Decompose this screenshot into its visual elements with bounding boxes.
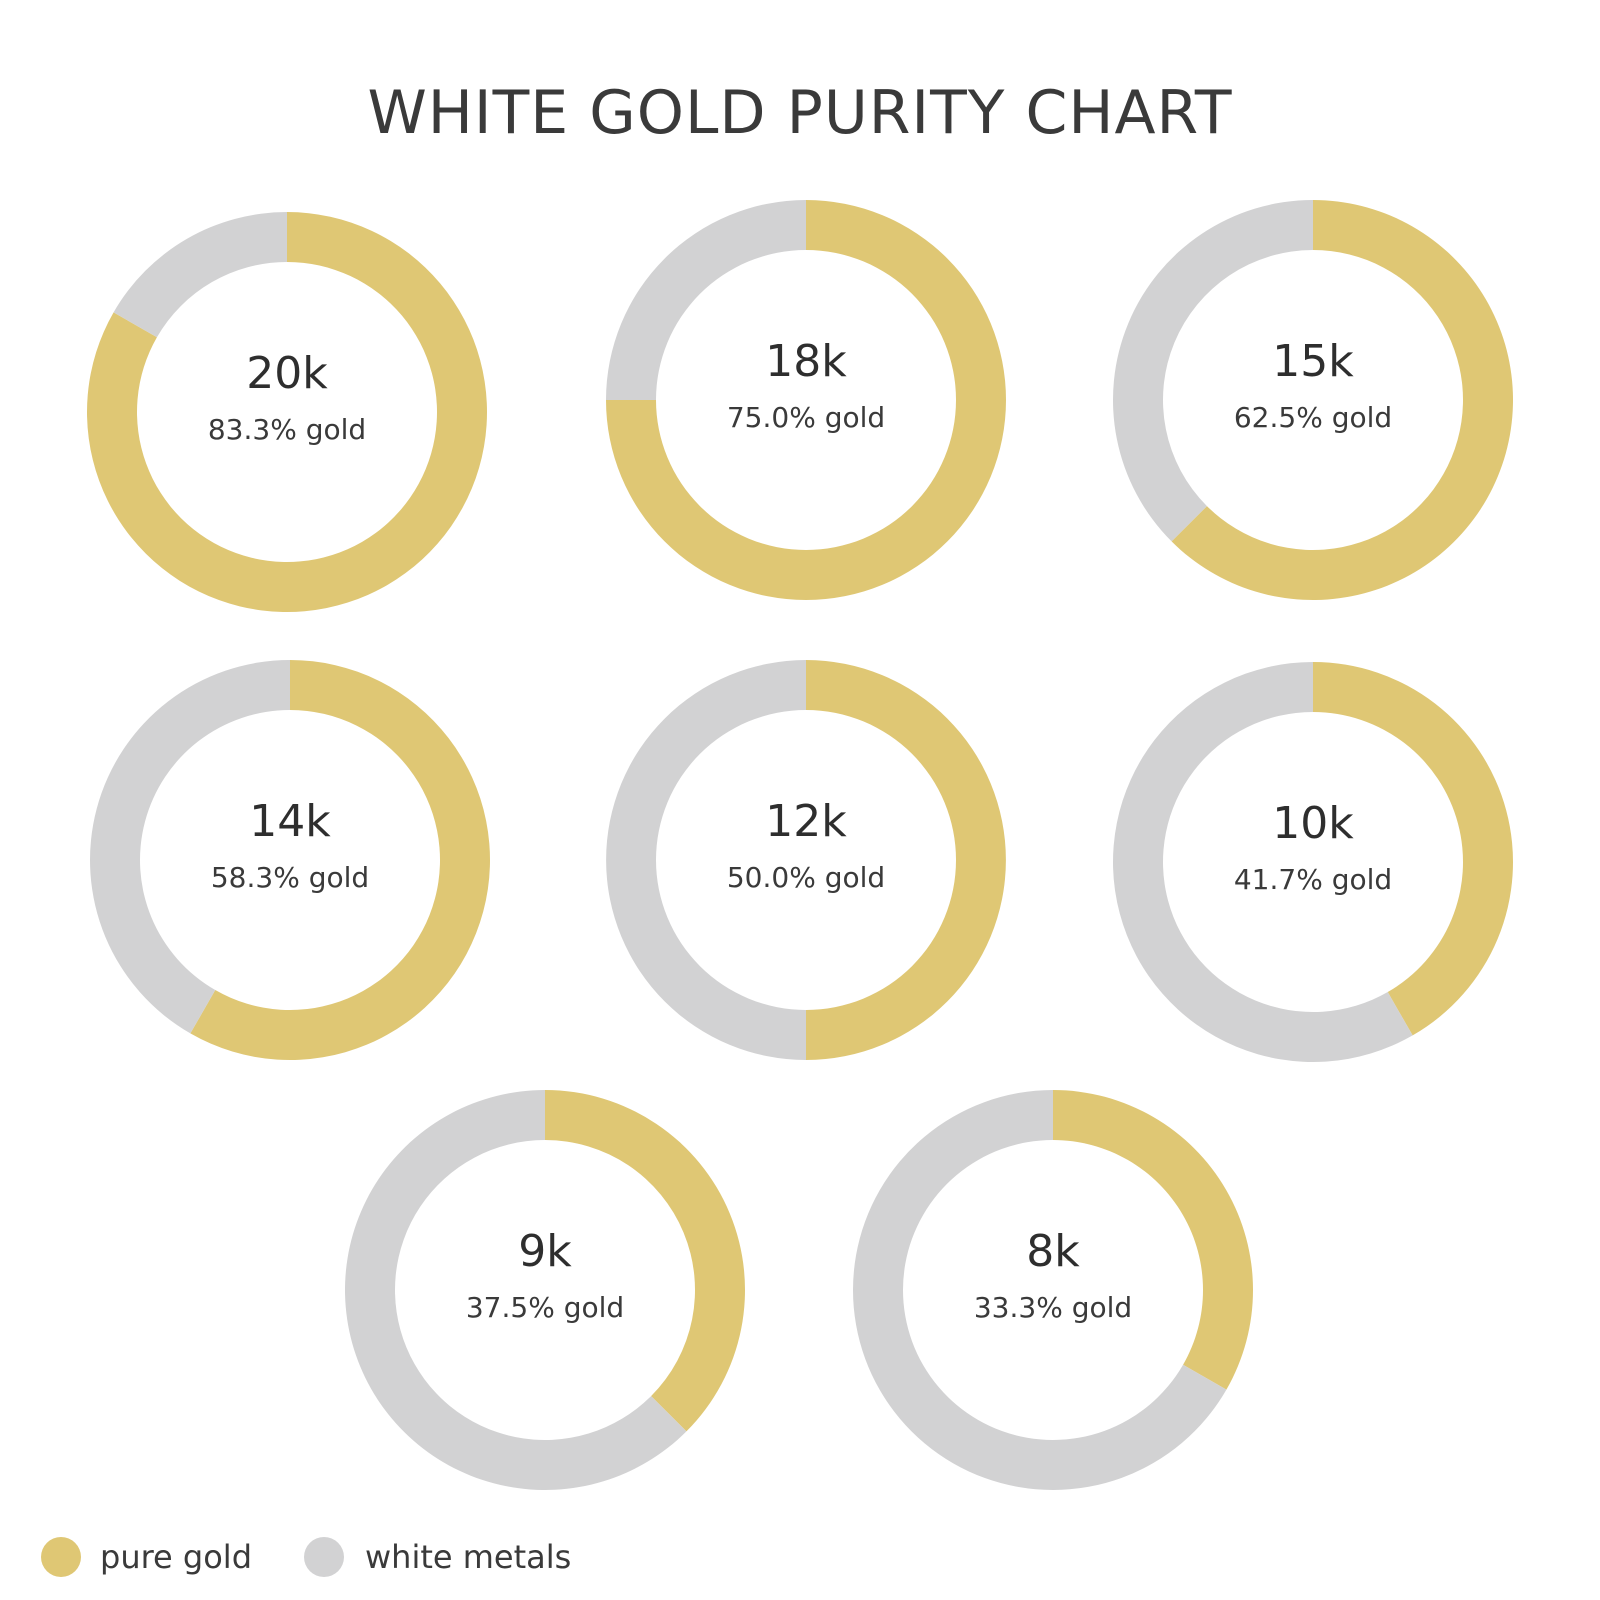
- donut-12k: 12k 50.0% gold: [606, 660, 1006, 1060]
- slice-white-9k: [345, 1090, 687, 1490]
- slice-white-20k: [113, 212, 287, 338]
- karat-label: 14k: [249, 796, 331, 847]
- slice-white-14k: [89, 660, 290, 1034]
- donut-18k: 18k 75.0% gold: [606, 200, 1006, 600]
- legend-swatch-white: [304, 1537, 344, 1577]
- percent-label: 33.3% gold: [974, 1291, 1132, 1324]
- karat-label: 10k: [1272, 798, 1354, 849]
- percent-label: 37.5% gold: [466, 1291, 624, 1324]
- percent-label: 50.0% gold: [727, 861, 885, 894]
- slice-gold-10k: [1313, 662, 1513, 1036]
- karat-label: 9k: [518, 1226, 572, 1277]
- karat-label: 15k: [1272, 336, 1354, 387]
- slice-white-15k: [1113, 200, 1313, 542]
- donut-14k: 14k 58.3% gold: [89, 660, 490, 1060]
- legend-swatch-gold: [41, 1537, 81, 1577]
- percent-label: 75.0% gold: [727, 401, 885, 434]
- donut-15k: 15k 62.5% gold: [1113, 200, 1513, 601]
- karat-label: 20k: [246, 348, 328, 399]
- donut-8k: 8k 33.3% gold: [853, 1090, 1253, 1490]
- slice-gold-14k: [190, 660, 490, 1060]
- donut-10k: 10k 41.7% gold: [1112, 662, 1513, 1062]
- karat-label: 18k: [765, 336, 847, 387]
- chart-title: WHITE GOLD PURITY CHART: [367, 78, 1232, 148]
- slice-gold-15k: [1171, 200, 1513, 601]
- slice-gold-9k: [545, 1090, 746, 1432]
- legend-label-white: white metals: [365, 1538, 571, 1576]
- percent-label: 83.3% gold: [208, 413, 366, 446]
- percent-label: 58.3% gold: [211, 861, 369, 894]
- legend: pure gold white metals: [41, 1537, 571, 1577]
- donut-9k: 9k 37.5% gold: [345, 1090, 746, 1490]
- karat-label: 8k: [1026, 1226, 1080, 1277]
- percent-label: 41.7% gold: [1234, 863, 1392, 896]
- karat-label: 12k: [765, 796, 847, 847]
- slice-white-10k: [1112, 662, 1413, 1062]
- slice-white-18k: [606, 200, 806, 400]
- slice-gold-8k: [1053, 1090, 1253, 1390]
- donut-20k: 20k 83.3% gold: [86, 212, 487, 612]
- percent-label: 62.5% gold: [1234, 401, 1392, 434]
- slice-gold-12k: [806, 660, 1006, 1060]
- legend-label-gold: pure gold: [100, 1538, 252, 1576]
- slice-white-12k: [606, 660, 806, 1060]
